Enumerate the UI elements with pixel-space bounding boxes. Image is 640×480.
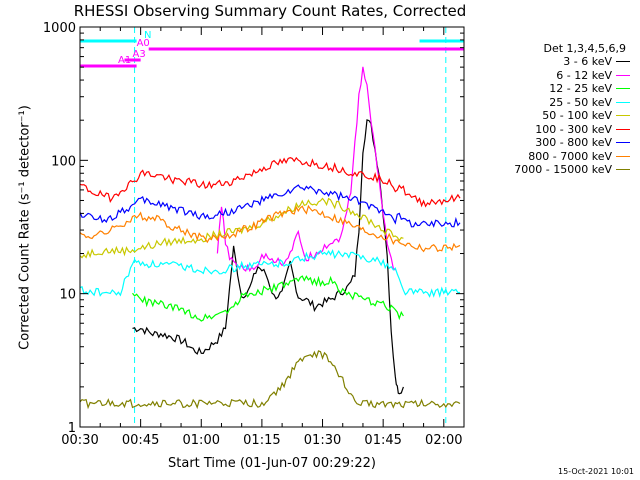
series-line-1 xyxy=(216,66,396,273)
legend-swatch xyxy=(616,101,630,103)
legend-entry: 25 - 50 keV xyxy=(478,96,630,110)
x-tick-label-3: 01:15 xyxy=(243,433,280,448)
legend-label: 3 - 6 keV xyxy=(563,55,612,69)
legend-entry: 6 - 12 keV xyxy=(478,69,630,83)
series-line-2 xyxy=(132,275,404,322)
legend-label: 50 - 100 keV xyxy=(542,109,612,123)
legend-label: 12 - 25 keV xyxy=(549,82,612,96)
plot-frame xyxy=(79,26,465,428)
series-line-8 xyxy=(79,350,461,410)
x-tick-label-0: 00:30 xyxy=(61,433,98,448)
chart-title: RHESSI Observing Summary Count Rates, Co… xyxy=(73,2,467,20)
x-tick-label-5: 01:45 xyxy=(364,433,401,448)
flag-label-0: N xyxy=(144,30,151,41)
y-axis-label: Corrected Count Rate (s⁻¹ detector⁻¹) xyxy=(17,105,33,350)
flag-layer: NA0A1A3 xyxy=(80,30,464,68)
series-line-7 xyxy=(79,204,461,253)
x-tick-label-2: 01:00 xyxy=(183,433,220,448)
x-tick-label-1: 00:45 xyxy=(122,433,159,448)
y-tick-label-1: 10 xyxy=(59,288,76,303)
x-axis-label: Start Time (01-Jun-07 00:29:22) xyxy=(168,456,376,471)
series-line-6 xyxy=(79,184,461,228)
legend-entry: 800 - 7000 keV xyxy=(478,150,630,164)
legend-label: 100 - 300 keV xyxy=(535,122,612,136)
y-tick-label-0: 1 xyxy=(68,421,76,436)
legend-swatch xyxy=(616,74,630,76)
series-line-3 xyxy=(79,248,461,298)
x-tick-label-6: 02:00 xyxy=(425,433,462,448)
x-tick-label-4: 01:30 xyxy=(304,433,341,448)
date-stamp: 15-Oct-2021 10:01 xyxy=(558,467,634,476)
series-layer xyxy=(79,27,461,427)
legend-entry: 300 - 800 keV xyxy=(478,136,630,150)
legend-swatch xyxy=(616,61,630,63)
legend-entry: 100 - 300 keV xyxy=(478,123,630,137)
legend-entry: 12 - 25 keV xyxy=(478,82,630,96)
legend-label: 7000 - 15000 keV xyxy=(514,163,612,177)
legend-swatch xyxy=(616,115,630,117)
flag-label-3: A3 xyxy=(133,49,146,60)
flag-label-1: A0 xyxy=(137,38,150,49)
legend-label: 6 - 12 keV xyxy=(556,68,612,82)
legend-title: Det 1,3,4,5,6,9 xyxy=(543,42,626,55)
legend-label: 300 - 800 keV xyxy=(535,136,612,150)
series-line-4 xyxy=(79,197,404,259)
legend-swatch xyxy=(616,155,630,157)
legend-entry: 3 - 6 keV xyxy=(478,55,630,69)
legend-swatch xyxy=(616,169,630,171)
legend-swatch xyxy=(616,88,630,90)
series-line-5 xyxy=(79,156,461,208)
legend-label: 25 - 50 keV xyxy=(549,95,612,109)
legend-swatch xyxy=(616,142,630,144)
legend-label: 800 - 7000 keV xyxy=(528,149,612,163)
legend: Det 1,3,4,5,6,9 3 - 6 keV 6 - 12 keV 12 - … xyxy=(478,42,630,177)
legend-swatch xyxy=(616,128,630,130)
y-tick-label-3: 1000 xyxy=(43,21,76,36)
legend-entry: 7000 - 15000 keV xyxy=(478,163,630,177)
y-tick-label-2: 100 xyxy=(51,154,76,169)
legend-entry: 50 - 100 keV xyxy=(478,109,630,123)
axis-layer: 1 10 100 1000 00:30 00:45 01:00 01:15 01:30 01:45… xyxy=(43,21,465,448)
